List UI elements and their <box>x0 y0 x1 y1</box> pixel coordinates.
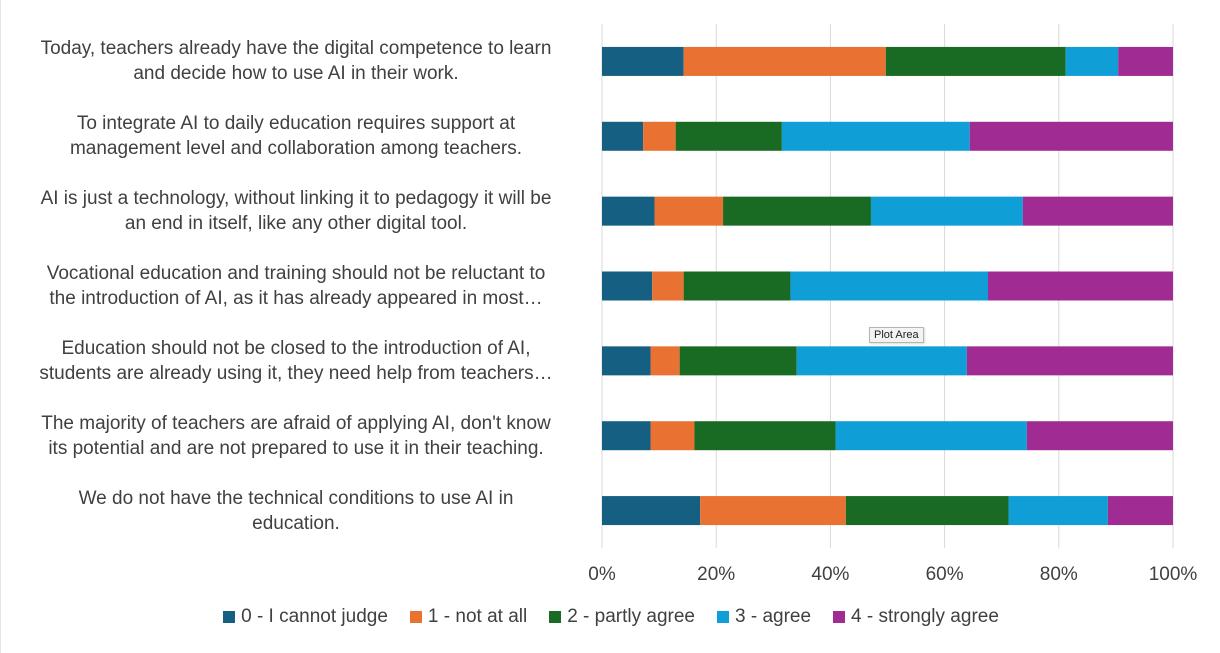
bar-segment[interactable] <box>683 46 886 76</box>
bar-segment[interactable] <box>870 196 1023 226</box>
bar-segment[interactable] <box>650 346 680 376</box>
bar-segment[interactable] <box>1008 496 1108 526</box>
category-label: AI is just a technology, without linking… <box>40 188 552 235</box>
bar-segment[interactable] <box>1022 196 1173 226</box>
legend-swatch <box>717 611 729 623</box>
bar-segment[interactable] <box>675 121 782 151</box>
legend-swatch <box>833 611 846 623</box>
category-label: We do not have the technical conditions … <box>78 487 514 534</box>
bar-segment[interactable] <box>723 196 871 226</box>
x-tick-label: 100% <box>1149 564 1198 585</box>
category-label: Today, teachers already have the digital… <box>40 38 552 85</box>
bar-segment[interactable] <box>602 46 684 76</box>
legend-label: 1 - not at all <box>427 606 528 627</box>
x-tick-label: 40% <box>811 564 849 585</box>
category-label: Vocational education and training should… <box>46 263 546 309</box>
legend-item: 3 - agree <box>717 606 811 628</box>
bar-segment[interactable] <box>796 346 967 376</box>
bar-segment[interactable] <box>885 46 1066 76</box>
legend-item: 2 - partly agree <box>549 606 695 628</box>
bar-segment[interactable] <box>643 121 676 151</box>
x-tick-label: 0% <box>588 564 616 585</box>
bar-segment[interactable] <box>969 121 1173 151</box>
bar-segment[interactable] <box>602 196 655 226</box>
bar-segment[interactable] <box>1118 46 1173 76</box>
legend-item: 0 - I cannot judge <box>223 606 388 628</box>
plot-area-tooltip: Plot Area <box>869 327 924 343</box>
legend-item: 1 - not at all <box>409 606 528 628</box>
bar-segment[interactable] <box>602 496 701 526</box>
bar-segment[interactable] <box>1107 496 1173 526</box>
x-tick-label: 60% <box>926 564 964 585</box>
bar-segment[interactable] <box>650 421 695 451</box>
legend-swatch <box>409 611 422 623</box>
category-label: To integrate AI to daily education requi… <box>69 113 523 160</box>
x-tick-label: 20% <box>697 564 735 585</box>
legend-label: 3 - agree <box>735 606 812 627</box>
bar-segment[interactable] <box>602 346 651 376</box>
legend-item: 4 - strongly agree <box>833 606 999 628</box>
legend-label: 0 - I cannot judge <box>241 606 388 627</box>
legend-swatch <box>549 611 562 623</box>
bar-segment[interactable] <box>694 421 836 451</box>
bar-segment[interactable] <box>652 271 684 301</box>
bar-segment[interactable] <box>845 496 1009 526</box>
bar-segment[interactable] <box>602 271 653 301</box>
legend-label: 2 - partly agree <box>567 606 695 627</box>
bar-segment[interactable] <box>781 121 970 151</box>
x-tick-label: 80% <box>1040 564 1078 585</box>
bar-segment[interactable] <box>966 346 1173 376</box>
bar-segment[interactable] <box>602 421 651 451</box>
category-label: Education should not be closed to the in… <box>39 337 553 384</box>
legend-label: 4 - strongly agree <box>851 606 999 627</box>
bar-segment[interactable] <box>602 121 644 151</box>
bar-segment[interactable] <box>1065 46 1119 76</box>
bar-segment[interactable] <box>835 421 1027 451</box>
bar-segment[interactable] <box>700 496 846 526</box>
category-label: The majority of teachers are afraid of a… <box>41 412 551 459</box>
bar-segment[interactable] <box>679 346 797 376</box>
bar-segment[interactable] <box>654 196 724 226</box>
bar-segment[interactable] <box>683 271 791 301</box>
bar-segment[interactable] <box>790 271 988 301</box>
legend-swatch <box>223 611 236 623</box>
bar-segment[interactable] <box>1026 421 1173 451</box>
chart-legend: 0 - I cannot judge 1 - not at all 2 - part… <box>1 606 1220 628</box>
bar-segment[interactable] <box>987 271 1173 301</box>
